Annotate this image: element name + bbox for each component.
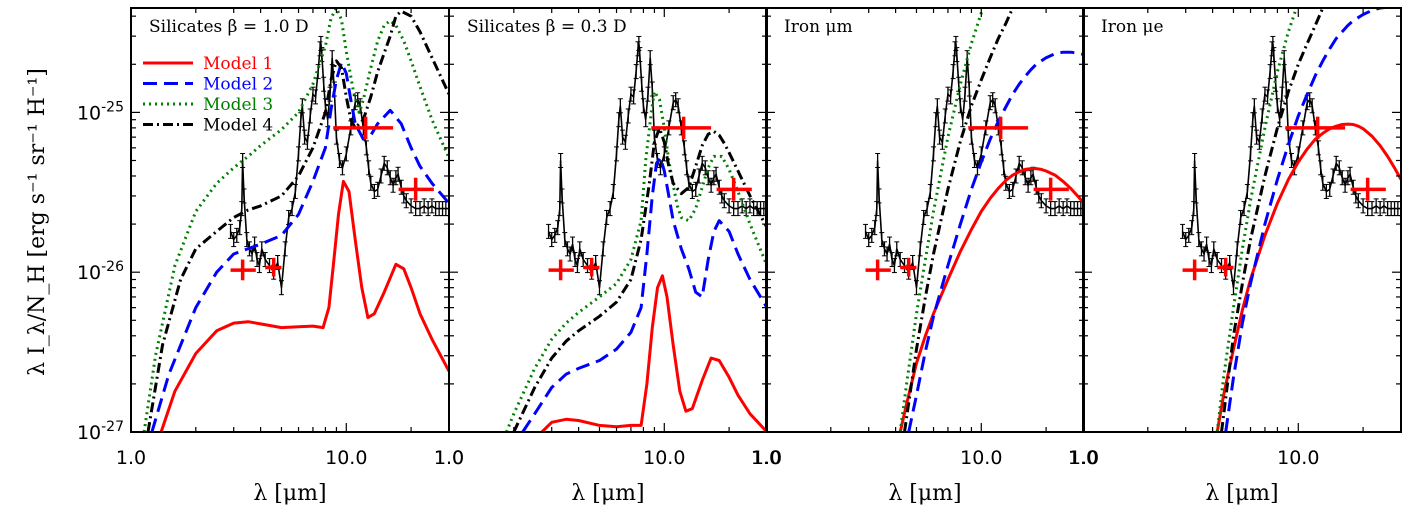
- y-tick-label: 10-27: [77, 419, 124, 444]
- plot-area: [142, 8, 449, 432]
- x-tick-label: 10.0: [325, 447, 367, 469]
- series-model-3-line: [142, 8, 449, 432]
- x-tick-label: 10.0: [643, 447, 685, 469]
- plot-area: [863, 8, 1084, 432]
- band-point: [1033, 177, 1069, 201]
- panel-3: 1.0 10.0 1.0 λ [μm] Iron μm: [751, 7, 1099, 506]
- panel-title: Iron μm: [784, 17, 853, 37]
- x-tick-label: 1.0: [751, 447, 781, 469]
- x-tick-label: 1.0: [116, 447, 146, 469]
- panel-1: 1.0 10.0 1.0 λ [μm] 10-27 10-26 10-25 Silicates…: [77, 7, 464, 506]
- legend-label-model-1: Model 1: [203, 54, 273, 74]
- x-tick-label: 1.0: [434, 447, 464, 469]
- legend-label-model-3: Model 3: [203, 95, 273, 115]
- series-model-4-line: [1220, 8, 1325, 432]
- band-point: [900, 257, 917, 277]
- series-model-2-line: [1224, 8, 1395, 432]
- observed-spectrum: [863, 35, 1084, 296]
- y-tick-label: 10-25: [77, 99, 124, 124]
- x-tick-label: 10.0: [960, 447, 1002, 469]
- observed-spectrum-line: [229, 43, 449, 288]
- panel-title: Silicates β = 1.0 D: [149, 17, 309, 37]
- plot-area: [1180, 8, 1401, 432]
- x-tick-label: 1.0: [752, 447, 782, 469]
- band-point: [1285, 116, 1346, 140]
- x-axis-title: λ [μm]: [1205, 481, 1278, 506]
- series-model-4-line: [146, 9, 449, 432]
- series-model-2-line: [150, 61, 449, 432]
- series-model-2-line: [907, 50, 1084, 432]
- panel-2: 1.0 10.0 1.0 λ [μm] Silicates β = 0.3 D: [434, 7, 782, 506]
- band-point: [968, 116, 1029, 140]
- series-model-4-line: [903, 8, 1015, 432]
- series-model-1-line: [540, 274, 767, 432]
- series-model-4-line: [512, 126, 767, 432]
- x-tick-label: 1.0: [1068, 447, 1098, 469]
- series-model-3-line: [1215, 8, 1298, 432]
- band-point: [1217, 257, 1234, 277]
- band-point: [230, 259, 256, 281]
- plot-area: [505, 35, 767, 432]
- panel-frame: [1082, 7, 1402, 433]
- series-model-1-line: [159, 179, 449, 432]
- band-point: [265, 257, 282, 277]
- band-point: [651, 116, 712, 140]
- legend-label-model-2: Model 2: [203, 75, 273, 95]
- band-point: [333, 116, 394, 140]
- x-axis-title: λ [μm]: [253, 481, 326, 506]
- band-point: [398, 177, 434, 201]
- observed-spectrum-line: [1181, 43, 1401, 288]
- band-point: [1182, 259, 1208, 281]
- x-tick-label: 1.0: [1069, 447, 1099, 469]
- legend-label-model-4: Model 4: [203, 116, 273, 136]
- x-axis-title: λ [μm]: [571, 481, 644, 506]
- observed-spectrum-line: [547, 43, 767, 288]
- observed-spectrum-line: [864, 43, 1084, 288]
- panel-frame: [765, 7, 1085, 433]
- band-point: [583, 257, 600, 277]
- series-model-2-line: [521, 156, 767, 432]
- panels-group: 1.0 10.0 1.0 λ [μm] 10-27 10-26 10-25 Silicates…: [77, 7, 1402, 506]
- panel-title: Iron μe: [1101, 17, 1164, 37]
- y-axis-title: λ I_λ/N_H [erg s⁻¹ sr⁻¹ H⁻¹]: [25, 68, 50, 376]
- x-tick-label: 10.0: [1277, 447, 1319, 469]
- observed-spectrum: [1180, 35, 1401, 296]
- band-point: [865, 259, 891, 281]
- panel-4: 1.0 10.0 λ [μm] Iron μe: [1068, 7, 1402, 506]
- y-tick-label: 10-26: [77, 259, 124, 284]
- band-point: [1350, 177, 1386, 201]
- x-axis-title: λ [μm]: [888, 481, 961, 506]
- band-point: [548, 259, 574, 281]
- band-point: [716, 177, 752, 201]
- x-tick-label: 1.0: [434, 447, 464, 469]
- panel-title: Silicates β = 0.3 D: [467, 17, 627, 37]
- observed-spectrum: [546, 35, 767, 296]
- panel-frame: [130, 7, 450, 433]
